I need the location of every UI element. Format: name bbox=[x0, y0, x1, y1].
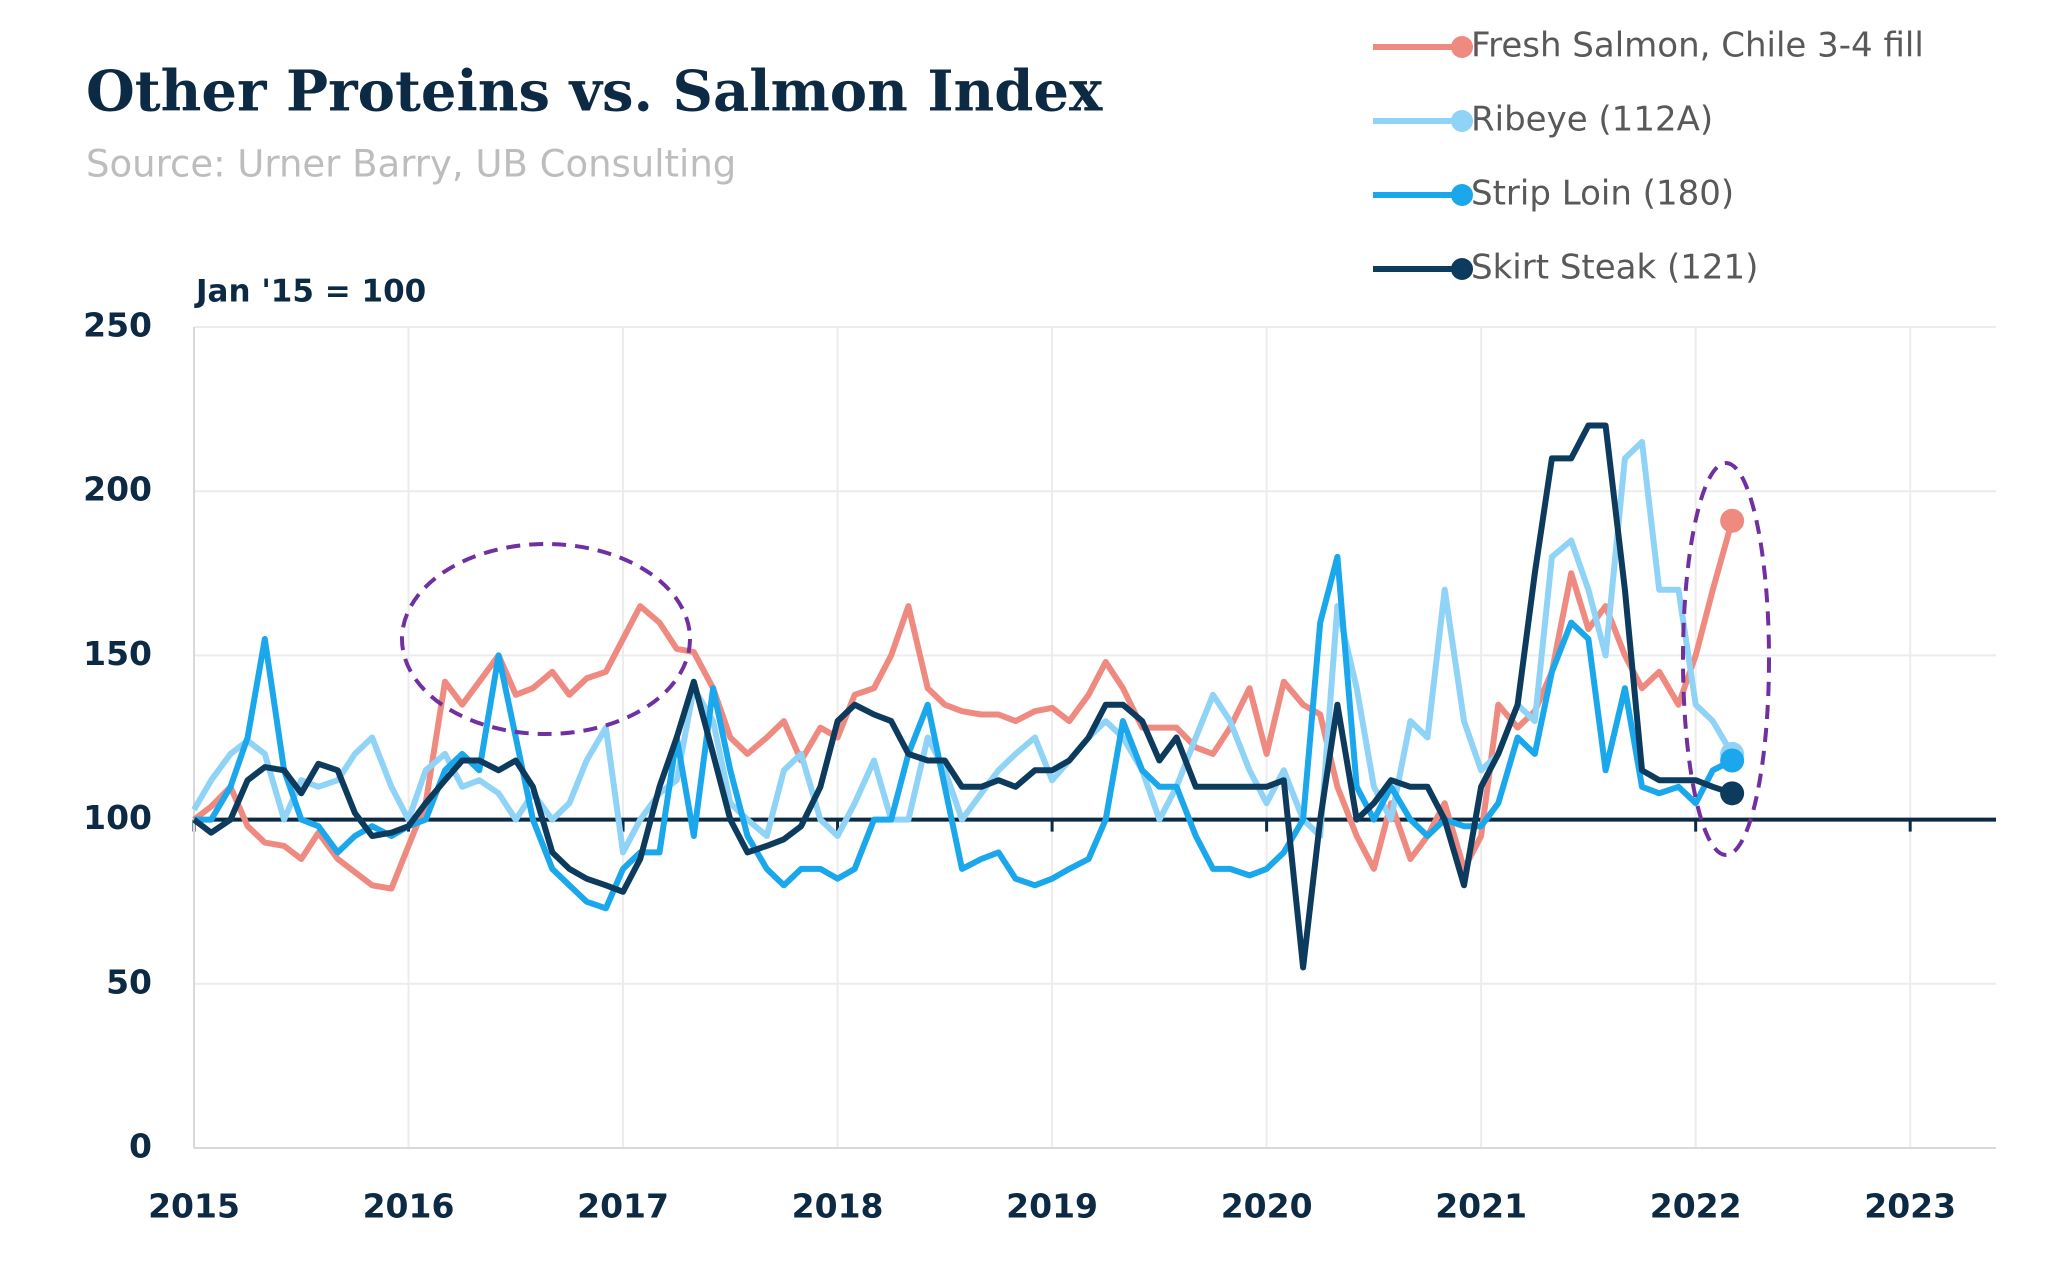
legend-label: Skirt Steak (121) bbox=[1471, 248, 1758, 288]
series-line bbox=[192, 519, 1735, 892]
y-tick-label: 0 bbox=[129, 1127, 152, 1166]
highlight-ellipse bbox=[400, 542, 692, 736]
legend-label: Ribeye (112A) bbox=[1471, 100, 1713, 140]
legend-marker bbox=[1451, 184, 1473, 206]
legend-label: Fresh Salmon, Chile 3-4 fill bbox=[1471, 26, 1924, 66]
end-point bbox=[1720, 748, 1745, 773]
y-axis-label: Jan '15 = 100 bbox=[194, 274, 426, 310]
x-tick-label: 2016 bbox=[363, 1187, 455, 1226]
legend-marker bbox=[1451, 36, 1473, 58]
legend-label: Strip Loin (180) bbox=[1471, 174, 1734, 214]
chart-title: Other Proteins vs. Salmon Index bbox=[86, 59, 1103, 125]
highlight-ellipse bbox=[1681, 461, 1771, 857]
x-tick-label: 2022 bbox=[1650, 1187, 1742, 1226]
x-tick-label: 2020 bbox=[1221, 1187, 1313, 1226]
x-tick-label: 2018 bbox=[792, 1187, 884, 1226]
x-tick-label: 2017 bbox=[577, 1187, 669, 1226]
legend-marker bbox=[1451, 110, 1473, 132]
y-tick-label: 150 bbox=[83, 634, 152, 673]
series-line bbox=[194, 553, 1734, 912]
y-tick-label: 200 bbox=[83, 470, 152, 509]
x-tick-label: 2023 bbox=[1864, 1187, 1956, 1226]
x-tick-label: 2019 bbox=[1006, 1187, 1098, 1226]
x-tick-label: 2021 bbox=[1435, 1187, 1527, 1226]
x-tick-label: 2015 bbox=[148, 1187, 240, 1226]
y-tick-label: 50 bbox=[106, 962, 152, 1001]
y-tick-label: 250 bbox=[83, 306, 152, 345]
end-point bbox=[1720, 781, 1745, 806]
end-point bbox=[1720, 508, 1745, 533]
chart-subtitle: Source: Urner Barry, UB Consulting bbox=[86, 143, 736, 186]
series-line bbox=[192, 422, 1734, 971]
y-tick-label: 100 bbox=[83, 798, 152, 837]
legend-marker bbox=[1451, 258, 1473, 280]
plot-area: 0 50 100 150 200 250 2015 2016 2017 2018 2019 2020 2… bbox=[83, 306, 1996, 1226]
